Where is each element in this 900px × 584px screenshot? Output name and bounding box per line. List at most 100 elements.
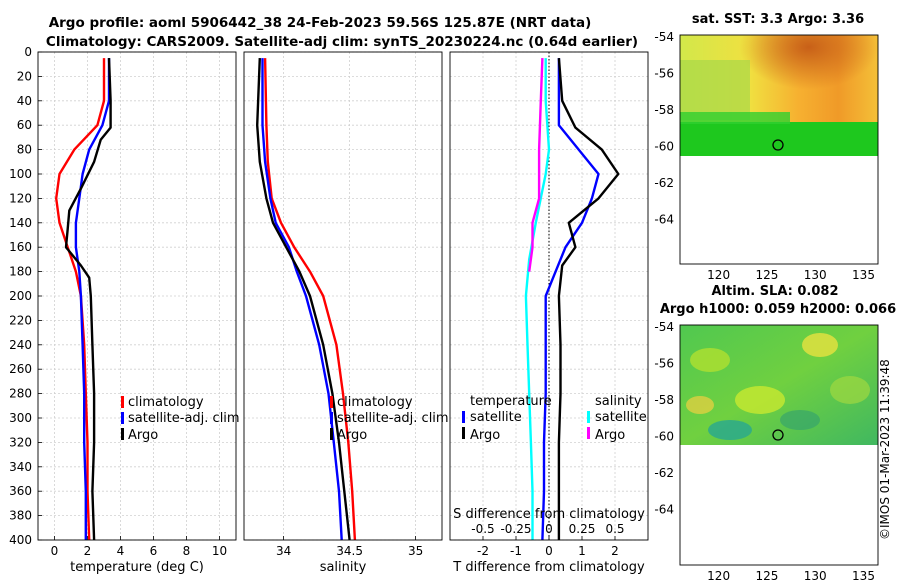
x-tick-label: -2 xyxy=(477,544,489,558)
map-x-tick-label: 120 xyxy=(707,569,730,580)
legend-climatology: climatology xyxy=(337,395,413,410)
x-tick-label: 34.5 xyxy=(336,544,363,558)
panel-frame xyxy=(243,51,443,541)
map-y-tick-label: -62 xyxy=(654,176,674,190)
y-tick-label: 380 xyxy=(9,509,32,523)
legend-t-argo: Argo xyxy=(470,428,500,443)
series-line-t-satellite xyxy=(541,58,600,541)
sla-argo-marker xyxy=(772,429,784,441)
x-tick-label: 8 xyxy=(183,544,191,558)
salinity-legend: climatology satellite-adj. clim Argo xyxy=(330,395,449,443)
sst-argo-marker xyxy=(772,139,784,151)
x-axis-label: T difference from climatology xyxy=(452,560,645,575)
y-tick-label: 400 xyxy=(9,533,32,547)
series-line-climatology xyxy=(55,58,106,541)
x-tick-label: 35 xyxy=(408,544,423,558)
map-x-tick-label: 125 xyxy=(755,569,778,580)
map-x-tick-label: 135 xyxy=(852,569,875,580)
s-diff-tick-label: 0.5 xyxy=(605,522,624,536)
y-tick-label: 360 xyxy=(9,484,32,498)
sst-frame xyxy=(679,34,879,265)
legend-swatch-argo xyxy=(121,428,124,440)
legend-swatch-t-satellite xyxy=(462,411,465,423)
x-tick-label: 1 xyxy=(578,544,586,558)
temperature-legend: climatology satellite-adj. clim Argo xyxy=(121,395,240,443)
sla-frame xyxy=(679,324,879,566)
difference-legend: temperature satellite Argo salinity sate… xyxy=(462,394,647,443)
y-tick-label: 0 xyxy=(24,45,32,59)
map-x-tick-label: 135 xyxy=(852,268,875,282)
sst-map-title: sat. SST: 3.3 Argo: 3.36 xyxy=(692,12,864,27)
map-y-tick-label: -60 xyxy=(654,140,674,154)
y-tick-label: 200 xyxy=(9,289,32,303)
map-x-tick-label: 130 xyxy=(804,569,827,580)
legend-salinity-title: salinity xyxy=(595,394,642,409)
series-line-satellite-adj-clim xyxy=(261,58,343,541)
map-y-tick-label: -54 xyxy=(654,320,674,334)
map-y-tick-label: -58 xyxy=(654,103,674,117)
series-line-argo xyxy=(64,58,112,541)
series-line-s-satellite xyxy=(524,58,551,540)
legend-swatch-climatology xyxy=(330,396,333,408)
y-tick-label: 120 xyxy=(9,191,32,205)
temperature-panel: 0204060801001201401601802002202402602803… xyxy=(9,45,237,575)
legend-swatch-argo xyxy=(330,428,333,440)
difference-panel: -2 -1 0 1 2 T difference from climatology -0.5… xyxy=(449,51,649,575)
x-axis-label: temperature (deg C) xyxy=(70,560,204,575)
legend-swatch-satellite xyxy=(121,412,124,424)
map-y-tick-label: -56 xyxy=(654,357,674,371)
x-tick-label: 2 xyxy=(84,544,92,558)
map-y-tick-label: -62 xyxy=(654,466,674,480)
sla-map xyxy=(679,324,879,566)
sst-ice-edge xyxy=(680,122,878,156)
sla-map-title-2: Argo h1000: 0.059 h2000: 0.066 xyxy=(660,302,896,317)
y-tick-label: 220 xyxy=(9,313,32,327)
watermark: ©IMOS 01-Mar-2023 11:39:48 xyxy=(878,359,892,540)
legend-s-argo: Argo xyxy=(595,428,625,443)
series-line-climatology xyxy=(263,58,357,541)
sla-patch xyxy=(780,410,820,430)
x-tick-label: 10 xyxy=(212,544,227,558)
s-diff-tick-label: 0 xyxy=(545,522,553,536)
x-tick-label: 4 xyxy=(117,544,125,558)
x-tick-label: 0 xyxy=(545,544,553,558)
y-tick-label: 240 xyxy=(9,338,32,352)
legend-swatch-satellite xyxy=(330,412,333,424)
s-diff-tick-label: -0.25 xyxy=(500,522,531,536)
map-x-tick-label: 120 xyxy=(707,268,730,282)
series-line-s-argo xyxy=(528,58,544,272)
sst-axes: 120 125 130 135 -54 -56 -58 -60 -62 -64 xyxy=(654,30,875,282)
salinity-panel: 34 34.5 35 salinity xyxy=(243,51,443,575)
title-line-2: Climatology: CARS2009. Satellite-adj cli… xyxy=(46,34,638,50)
y-tick-label: 80 xyxy=(17,143,32,157)
s-diff-axis-label: S difference from climatology xyxy=(453,507,645,522)
series-line-t-argo xyxy=(557,58,620,540)
sla-patch xyxy=(708,420,752,440)
y-tick-label: 340 xyxy=(9,460,32,474)
sla-patch xyxy=(735,386,785,414)
legend-argo: Argo xyxy=(337,428,367,443)
legend-s-satellite: satellite xyxy=(595,410,647,425)
sst-cool-patch xyxy=(680,60,750,120)
map-x-tick-label: 125 xyxy=(755,268,778,282)
map-y-tick-label: -64 xyxy=(654,213,674,227)
y-tick-label: 40 xyxy=(17,94,32,108)
legend-swatch-climatology xyxy=(121,396,124,408)
y-tick-label: 160 xyxy=(9,240,32,254)
legend-swatch-s-satellite xyxy=(587,411,590,423)
sla-missing xyxy=(680,445,878,565)
x-tick-label: 2 xyxy=(611,544,619,558)
legend-satellite-adj: satellite-adj. clim xyxy=(337,411,449,426)
y-tick-label: 20 xyxy=(17,69,32,83)
map-y-tick-label: -64 xyxy=(654,503,674,517)
legend-t-satellite: satellite xyxy=(470,410,522,425)
series-line-satellite-adj-clim xyxy=(74,58,111,540)
sla-patch xyxy=(686,396,714,414)
map-x-tick-label: 130 xyxy=(804,268,827,282)
sst-map xyxy=(679,34,879,265)
sst-ice-edge-2 xyxy=(680,112,790,124)
x-tick-label: 34 xyxy=(276,544,291,558)
legend-climatology: climatology xyxy=(128,395,204,410)
sla-patch xyxy=(830,376,870,404)
